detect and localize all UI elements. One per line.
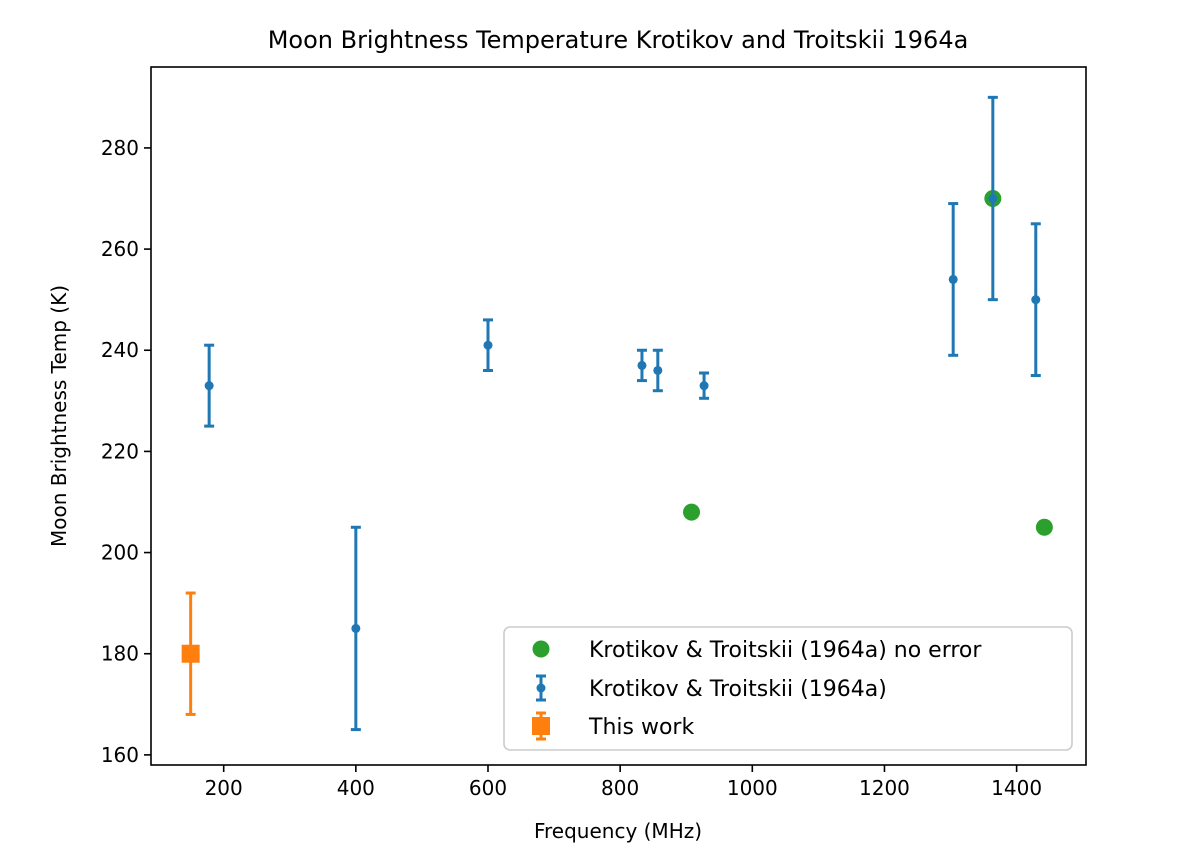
chart-title: Moon Brightness Temperature Krotikov and… <box>268 26 969 54</box>
y-tick-label: 220 <box>101 439 139 463</box>
legend-marker-this-work <box>532 717 550 735</box>
x-tick-label: 200 <box>205 776 243 800</box>
no-error-point <box>683 503 701 521</box>
legend-label: Krotikov & Troitskii (1964a) no error <box>589 638 982 663</box>
errorbar-point <box>988 194 998 204</box>
errorbar-point <box>637 360 647 370</box>
errorbar-point <box>351 623 361 633</box>
legend-label: This work <box>588 715 694 740</box>
y-axis-label: Moon Brightness Temp (K) <box>47 285 71 547</box>
x-tick-label: 600 <box>469 776 507 800</box>
x-tick-label: 800 <box>601 776 639 800</box>
legend-box <box>503 626 1073 751</box>
y-tick-label: 160 <box>101 743 139 767</box>
x-tick-label: 1200 <box>859 776 910 800</box>
y-tick-label: 200 <box>101 541 139 565</box>
legend: Krotikov & Troitskii (1964a) no error Kro… <box>503 626 1073 751</box>
errorbar-point <box>699 381 709 391</box>
data-marks <box>181 95 1053 732</box>
no-error-point <box>1035 518 1053 536</box>
x-tick-label: 1400 <box>991 776 1042 800</box>
y-tick-label: 280 <box>101 136 139 160</box>
y-tick-label: 240 <box>101 338 139 362</box>
y-axis-ticks: 160 180 200 220 240 260 280 <box>101 136 151 767</box>
x-axis-label: Frequency (MHz) <box>534 819 702 843</box>
errorbar-point <box>1031 295 1041 305</box>
this-work-point <box>181 644 200 663</box>
legend-label: Krotikov & Troitskii (1964a) <box>589 677 887 702</box>
errorbar-point <box>653 365 663 375</box>
x-tick-label: 1000 <box>727 776 778 800</box>
errorbar-point <box>483 340 493 350</box>
x-tick-label: 400 <box>337 776 375 800</box>
legend-marker-errorbar <box>536 683 546 693</box>
plot-frame <box>150 66 1087 766</box>
x-axis-ticks: 200 400 600 800 1000 1200 1400 <box>205 765 1042 800</box>
y-tick-label: 260 <box>101 237 139 261</box>
errorbar-point <box>948 274 958 284</box>
errorbar-point <box>204 381 214 391</box>
y-tick-label: 180 <box>101 642 139 666</box>
legend-marker-no-error <box>532 640 550 658</box>
